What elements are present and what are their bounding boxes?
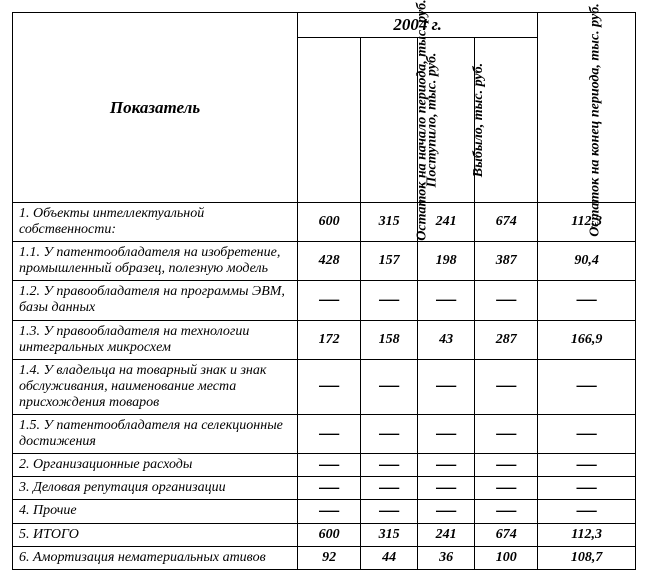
header-indicator: Показатель [13, 13, 298, 203]
table-row: 1.4. У владельца на товарный знак и знак… [13, 359, 636, 414]
table-row: 2. Организационные расходы————— [13, 454, 636, 477]
cell-value: 315 [361, 203, 418, 242]
cell-dash: — [418, 359, 475, 414]
row-label: 5. ИТОГО [13, 523, 298, 546]
cell-dash: — [298, 281, 361, 320]
cell-value: 112,3 [538, 203, 636, 242]
cell-value: 92 [298, 546, 361, 569]
cell-dash: — [418, 477, 475, 500]
row-label: 1.3. У правообладателя на технологии инт… [13, 320, 298, 359]
cell-dash: — [418, 454, 475, 477]
cell-dash: — [298, 500, 361, 523]
cell-value: 287 [475, 320, 538, 359]
row-label: 2. Организационные расходы [13, 454, 298, 477]
cell-value: 198 [418, 242, 475, 281]
cell-dash: — [475, 281, 538, 320]
cell-value: 600 [298, 523, 361, 546]
cell-value: 44 [361, 546, 418, 569]
table-row: 1.5. У патентообладателя на селекционные… [13, 415, 636, 454]
cell-dash: — [361, 500, 418, 523]
cell-dash: — [418, 415, 475, 454]
cell-dash: — [361, 281, 418, 320]
cell-dash: — [538, 415, 636, 454]
cell-dash: — [475, 415, 538, 454]
cell-dash: — [298, 477, 361, 500]
table-header: Показатель 2004 г. Изменение остатков на… [13, 13, 636, 203]
cell-dash: — [361, 359, 418, 414]
cell-value: 166,9 [538, 320, 636, 359]
table-row: 1.2. У правообладателя на программы ЭВМ,… [13, 281, 636, 320]
header-col-start: Остаток на начало периода, тыс. руб. [298, 38, 361, 203]
header-col-out-label: Выбыло, тыс. руб. [471, 63, 487, 177]
cell-dash: — [538, 477, 636, 500]
cell-value: 172 [298, 320, 361, 359]
row-label: 1.1. У патентообладателя на изобретение,… [13, 242, 298, 281]
cell-dash: — [298, 454, 361, 477]
cell-value: 315 [361, 523, 418, 546]
header-col-in: Поступило, тыс. руб. [361, 38, 418, 203]
cell-value: 158 [361, 320, 418, 359]
cell-value: 157 [361, 242, 418, 281]
cell-dash: — [475, 500, 538, 523]
cell-dash: — [538, 454, 636, 477]
table-body: 1. Объекты интеллектуальной собственност… [13, 203, 636, 570]
cell-value: 428 [298, 242, 361, 281]
cell-dash: — [475, 477, 538, 500]
cell-dash: — [538, 359, 636, 414]
header-col-change: Изменение остатков на начало и конец пер… [538, 13, 636, 203]
cell-dash: — [418, 281, 475, 320]
cell-dash: — [418, 500, 475, 523]
row-label: 1.2. У правообладателя на программы ЭВМ,… [13, 281, 298, 320]
cell-dash: — [361, 454, 418, 477]
header-col-in-label: Поступило, тыс. руб. [425, 53, 441, 188]
row-label: 1. Объекты интеллектуальной собственност… [13, 203, 298, 242]
cell-value: 90,4 [538, 242, 636, 281]
table-row: 1.1. У патентообладателя на изобретение,… [13, 242, 636, 281]
row-label: 1.4. У владельца на товарный знак и знак… [13, 359, 298, 414]
cell-value: 108,7 [538, 546, 636, 569]
cell-value: 36 [418, 546, 475, 569]
data-table: Показатель 2004 г. Изменение остатков на… [12, 12, 636, 570]
row-label: 1.5. У патентообладателя на селекционные… [13, 415, 298, 454]
header-col-end-label: Остаток на конец периода, тыс. руб. [588, 3, 604, 237]
cell-dash: — [298, 415, 361, 454]
row-label: 4. Прочие [13, 500, 298, 523]
cell-value: 600 [298, 203, 361, 242]
table-row: 1.3. У правообладателя на технологии инт… [13, 320, 636, 359]
table-row: 5. ИТОГО600315241674112,3 [13, 523, 636, 546]
table-row: 1. Объекты интеллектуальной собственност… [13, 203, 636, 242]
cell-value: 674 [475, 203, 538, 242]
cell-dash: — [538, 500, 636, 523]
cell-value: 674 [475, 523, 538, 546]
cell-value: 100 [475, 546, 538, 569]
cell-value: 112,3 [538, 523, 636, 546]
row-label: 3. Деловая репутация организации [13, 477, 298, 500]
cell-dash: — [538, 281, 636, 320]
table-row: 6. Амортизация нематериальных ативов9244… [13, 546, 636, 569]
cell-dash: — [475, 454, 538, 477]
table-row: 3. Деловая репутация организации————— [13, 477, 636, 500]
table-row: 4. Прочие————— [13, 500, 636, 523]
row-label: 6. Амортизация нематериальных ативов [13, 546, 298, 569]
cell-dash: — [298, 359, 361, 414]
cell-dash: — [361, 415, 418, 454]
cell-value: 387 [475, 242, 538, 281]
cell-dash: — [361, 477, 418, 500]
cell-value: 43 [418, 320, 475, 359]
cell-value: 241 [418, 523, 475, 546]
cell-dash: — [475, 359, 538, 414]
